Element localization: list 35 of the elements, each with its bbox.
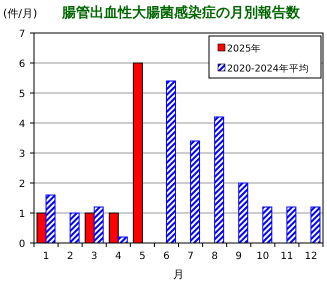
bar bbox=[262, 206, 272, 244]
bar bbox=[310, 206, 320, 244]
x-tick-label: 6 bbox=[163, 251, 170, 262]
x-tick-label: 1 bbox=[42, 251, 50, 262]
x-tick-label: 7 bbox=[187, 251, 194, 262]
legend-label: 2020-2024年平均 bbox=[227, 62, 309, 74]
y-tick-label: 6 bbox=[18, 59, 26, 70]
x-tick-label: 9 bbox=[236, 251, 242, 262]
x-axis-title: 月 bbox=[173, 268, 184, 281]
x-tick-label: 2 bbox=[66, 251, 74, 262]
y-axis-title: (件/月) bbox=[3, 7, 38, 20]
chart-title: 腸管出血性大腸菌感染症の月別報告数 bbox=[61, 4, 301, 21]
x-tick-label: 8 bbox=[211, 251, 218, 262]
y-tick-label: 2 bbox=[18, 179, 26, 190]
bar bbox=[46, 194, 56, 244]
x-tick-label: 4 bbox=[115, 251, 122, 262]
y-tick-label: 7 bbox=[18, 29, 26, 40]
bar bbox=[238, 182, 248, 244]
bar bbox=[70, 212, 80, 244]
bar bbox=[286, 206, 296, 244]
bar bbox=[214, 116, 224, 244]
x-tick-label: 12 bbox=[304, 251, 318, 262]
x-tick-label: 10 bbox=[256, 251, 270, 262]
y-tick-label: 3 bbox=[18, 149, 26, 160]
y-tick-label: 4 bbox=[18, 119, 26, 130]
legend-label: 2025年 bbox=[227, 42, 262, 54]
x-tick-label: 11 bbox=[280, 251, 294, 262]
bar bbox=[166, 80, 176, 244]
y-tick-label: 1 bbox=[18, 209, 26, 220]
x-tick-label: 3 bbox=[91, 251, 98, 262]
bar bbox=[190, 140, 200, 244]
x-tick-label: 5 bbox=[139, 251, 146, 262]
bar bbox=[94, 206, 104, 244]
y-tick-label: 5 bbox=[18, 89, 26, 100]
y-tick-label: 0 bbox=[18, 239, 26, 250]
